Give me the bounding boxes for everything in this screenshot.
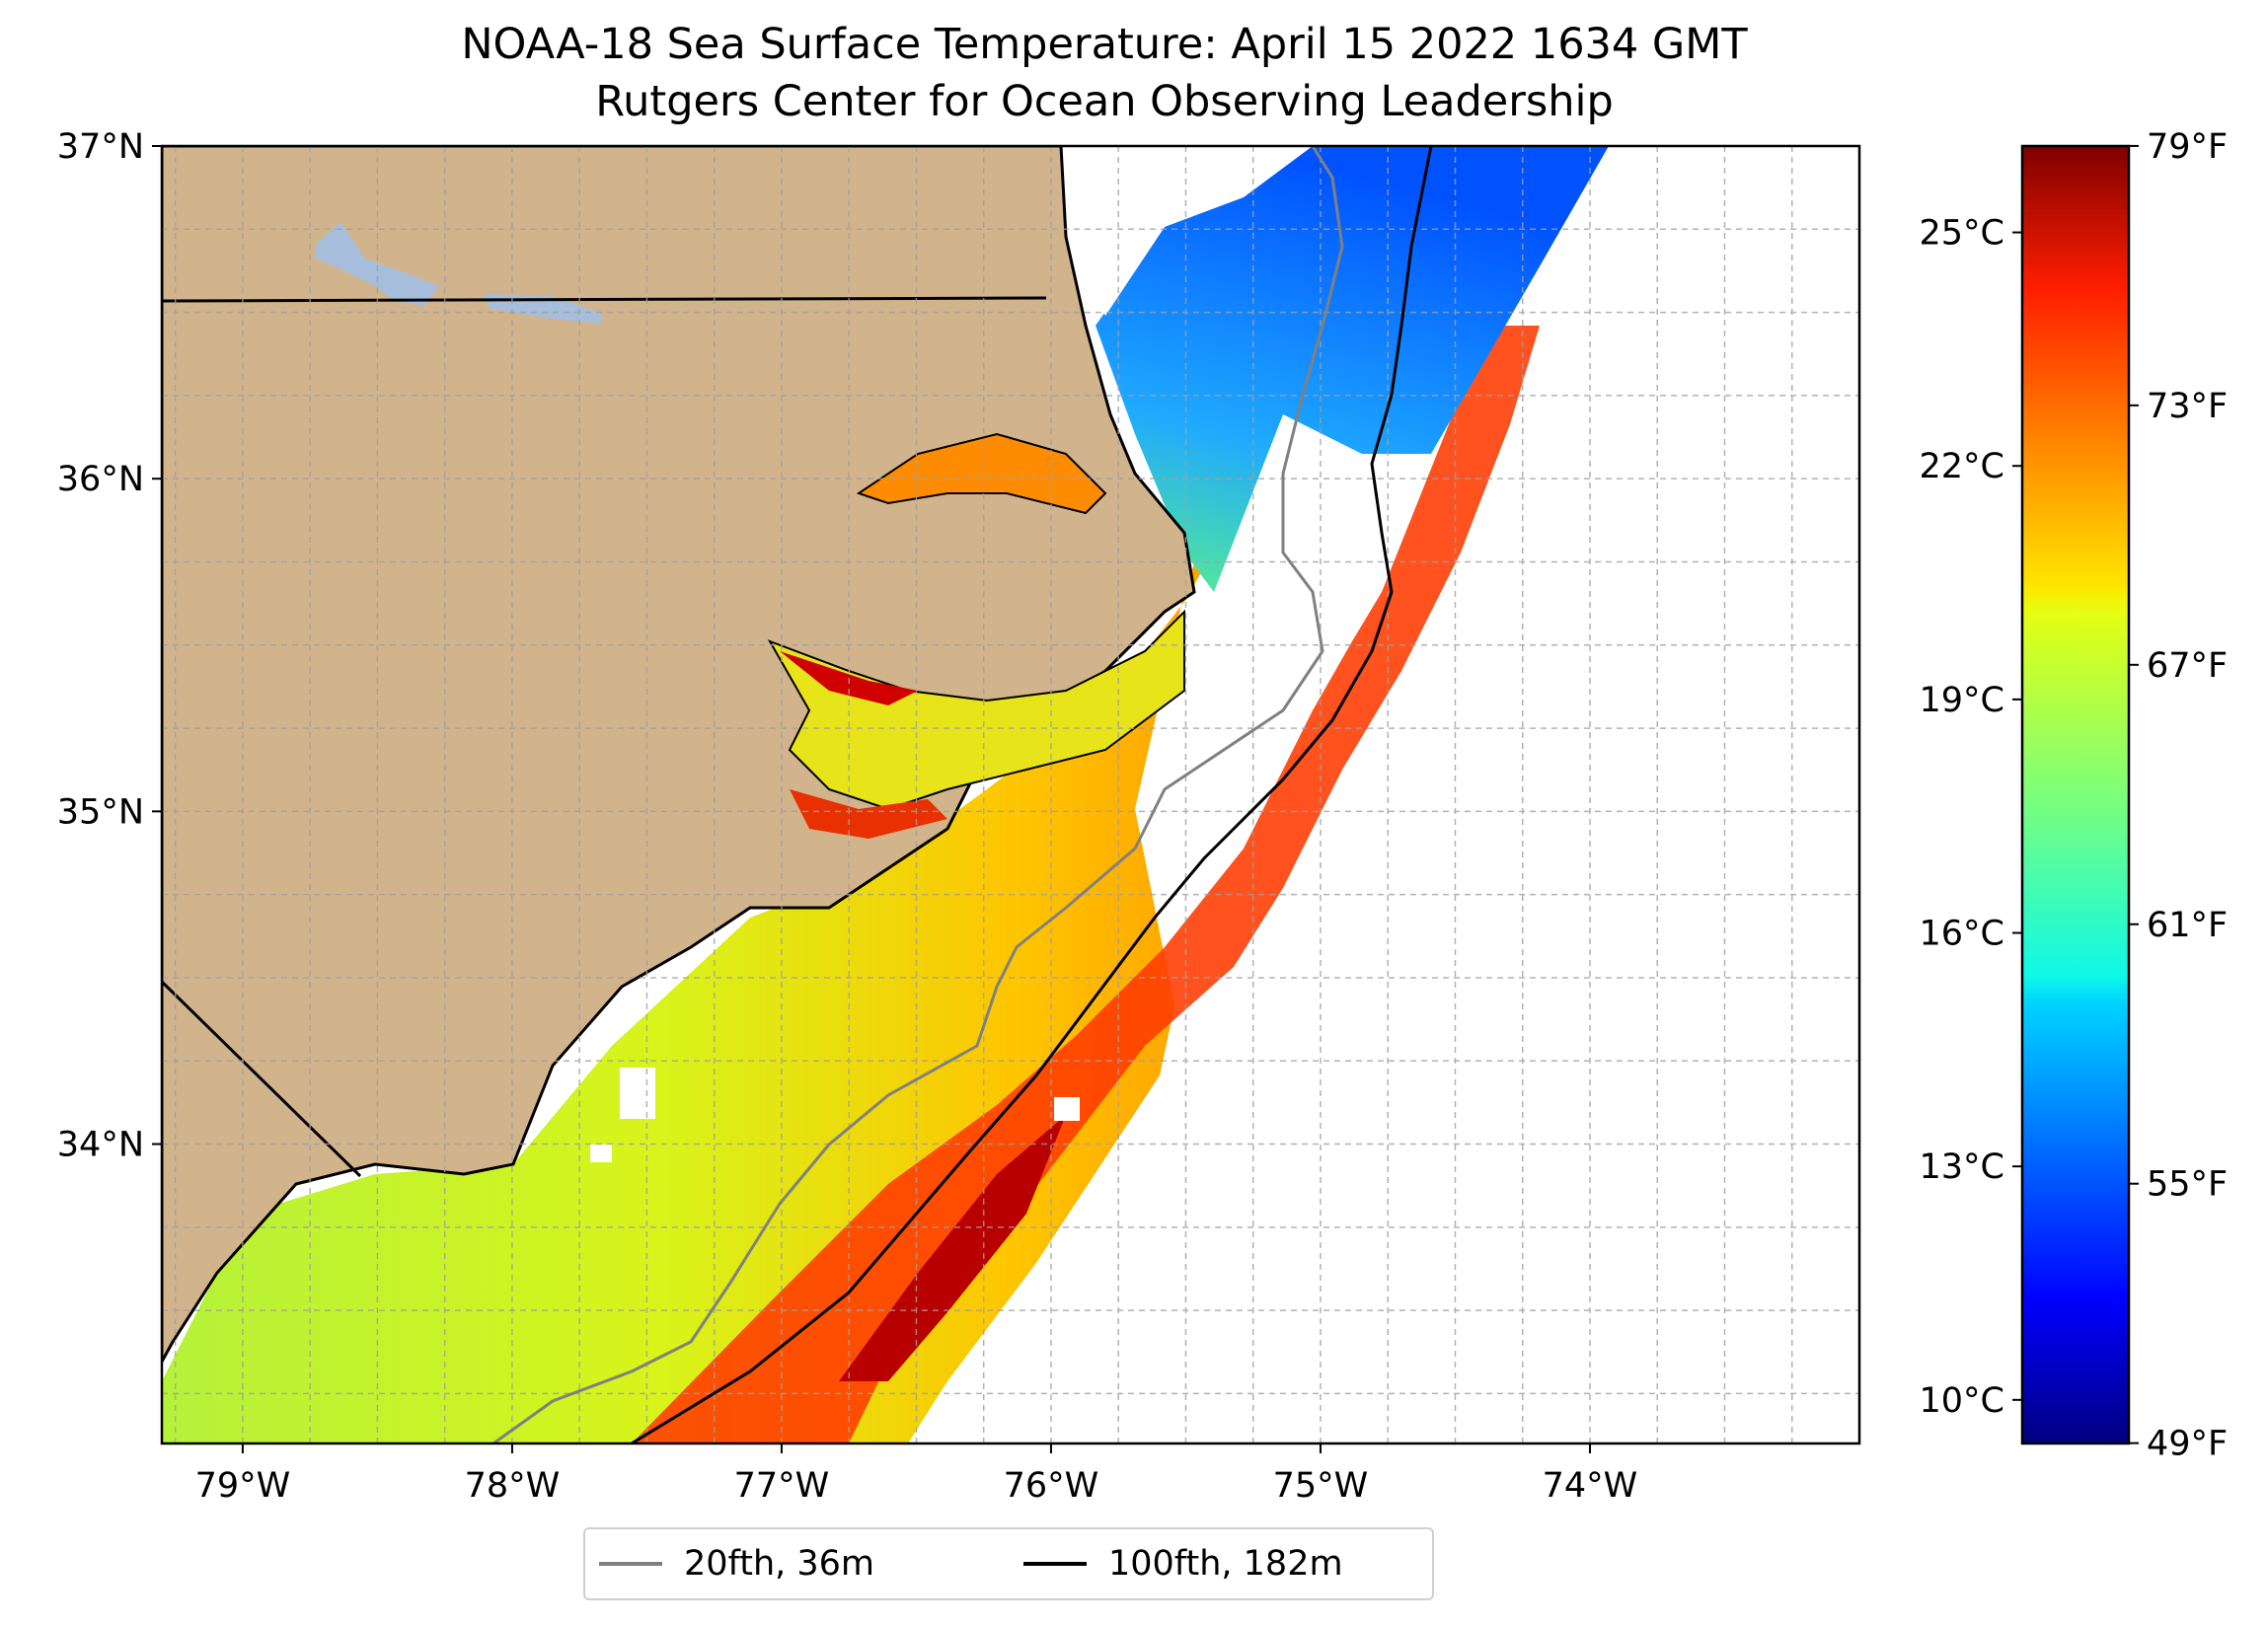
colorbar-celsius-label: 16°C <box>1920 915 2004 954</box>
colorbar-fahrenheit-label: 79°F <box>2147 127 2228 167</box>
y-tick-label: 37°N <box>57 127 144 167</box>
legend-label: 20fth, 36m <box>684 1544 875 1584</box>
legend-item-100fth: 100fth, 182m <box>1023 1529 1343 1598</box>
x-tick-label: 75°W <box>1273 1466 1369 1506</box>
colorbar-celsius-label: 10°C <box>1920 1381 2004 1421</box>
lake <box>484 294 602 324</box>
x-tick-label: 79°W <box>195 1466 291 1506</box>
isobath-20fth <box>492 146 1344 1443</box>
neuse-river <box>790 789 947 839</box>
colorbar-fahrenheit-label: 67°F <box>2147 646 2228 686</box>
legend-label: 100fth, 182m <box>1108 1544 1343 1584</box>
x-tick-label: 77°W <box>734 1466 830 1506</box>
map-subtitle: Rutgers Center for Ocean Observing Leade… <box>595 77 1614 126</box>
colorbar-fahrenheit-label: 61°F <box>2147 906 2228 945</box>
x-axis: 79°W 78°W 77°W 76°W 75°W 74°W <box>195 1443 1638 1506</box>
x-tick-label: 74°W <box>1543 1466 1638 1506</box>
x-tick-label: 76°W <box>1004 1466 1099 1506</box>
sst-gulf-stream <box>632 326 1540 1443</box>
colorbar <box>2020 144 2131 1445</box>
sst-gulf-stream-core <box>839 1115 1066 1381</box>
map-title: NOAA-18 Sea Surface Temperature: April 1… <box>461 20 1748 69</box>
legend-item-20fth: 20fth, 36m <box>599 1529 874 1598</box>
lake <box>316 222 439 306</box>
isobath-100fth <box>631 146 1433 1443</box>
va-nc-border <box>162 296 1047 303</box>
colorbar-fahrenheit-ticks: 79°F 73°F 67°F 61°F 55°F 49°F <box>2129 127 2228 1464</box>
colorbar-fahrenheit-label: 55°F <box>2147 1165 2228 1205</box>
legend-swatch <box>599 1562 662 1566</box>
colorbar-celsius-label: 19°C <box>1920 681 2004 720</box>
colorbar-celsius-label: 13°C <box>1920 1147 2004 1187</box>
legend: 20fth, 36m 100fth, 182m <box>583 1527 1434 1600</box>
y-tick-label: 36°N <box>57 460 144 499</box>
legend-swatch <box>1023 1562 1087 1566</box>
y-tick-label: 35°N <box>57 792 144 832</box>
y-tick-label: 34°N <box>57 1126 144 1165</box>
colorbar-fahrenheit-label: 73°F <box>2147 387 2228 426</box>
colorbar-celsius-label: 25°C <box>1920 214 2004 254</box>
gridlines <box>162 146 1859 1443</box>
x-tick-label: 78°W <box>465 1466 561 1506</box>
sst-cold-water <box>1096 146 1609 592</box>
y-axis: 37°N 36°N 35°N 34°N <box>57 127 162 1165</box>
pamlico-sound <box>767 609 1185 811</box>
colorbar-fahrenheit-label: 49°F <box>2147 1425 2228 1464</box>
colorbar-celsius-label: 22°C <box>1920 447 2004 486</box>
albemarle-sound <box>856 432 1107 515</box>
colorbar-celsius-ticks: 25°C 22°C 19°C 16°C 13°C 10°C <box>1920 214 2022 1421</box>
